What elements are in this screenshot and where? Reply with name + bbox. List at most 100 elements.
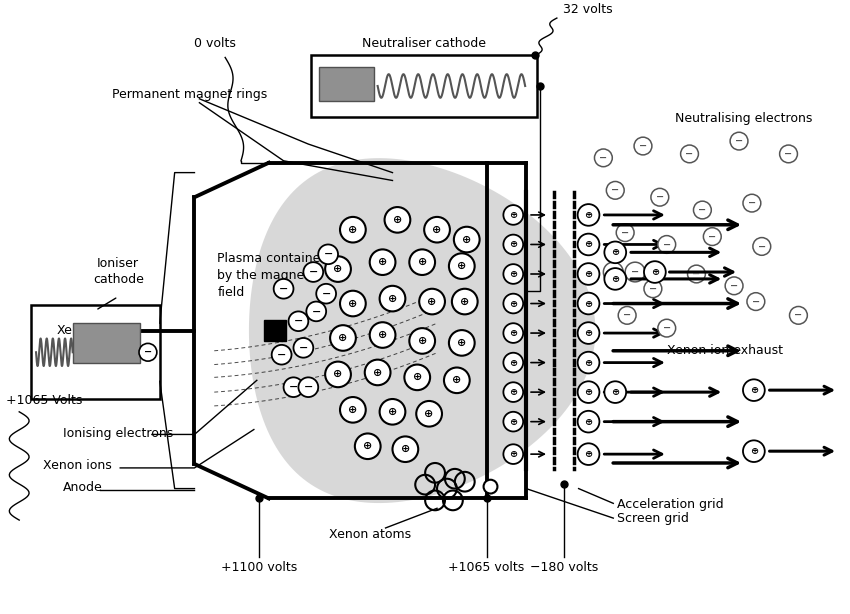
Circle shape	[416, 401, 442, 427]
Text: ⊕: ⊕	[460, 297, 469, 306]
Text: ⊕: ⊕	[428, 297, 437, 306]
Text: ⊕: ⊕	[509, 449, 518, 459]
Circle shape	[503, 235, 524, 254]
Circle shape	[503, 264, 524, 284]
Text: Xenon ion exhaust: Xenon ion exhaust	[666, 344, 783, 357]
Polygon shape	[249, 158, 596, 503]
Text: −: −	[795, 310, 802, 321]
Circle shape	[644, 261, 666, 283]
Circle shape	[618, 306, 636, 324]
Circle shape	[318, 244, 338, 264]
Text: ⊕: ⊕	[585, 328, 592, 338]
Text: −: −	[639, 141, 647, 151]
Circle shape	[578, 293, 599, 314]
Circle shape	[272, 345, 292, 365]
Circle shape	[380, 399, 405, 425]
Text: −: −	[748, 198, 756, 208]
Circle shape	[449, 330, 474, 356]
Text: ⊕: ⊕	[585, 239, 592, 249]
Circle shape	[370, 322, 395, 348]
Circle shape	[658, 236, 676, 254]
Text: Xenon ions: Xenon ions	[43, 459, 111, 472]
Text: −: −	[751, 297, 760, 306]
Text: Ionising electrons: Ionising electrons	[63, 427, 173, 440]
Text: −: −	[757, 241, 766, 252]
Circle shape	[326, 256, 351, 282]
Text: −: −	[294, 316, 303, 326]
Text: ⊕: ⊕	[651, 267, 659, 277]
Text: −: −	[611, 185, 620, 195]
Text: −: −	[655, 192, 664, 202]
Text: −: −	[623, 310, 632, 321]
Text: ⊕: ⊕	[462, 235, 472, 244]
Text: 32 volts: 32 volts	[563, 3, 612, 16]
Circle shape	[444, 368, 470, 393]
Circle shape	[604, 262, 623, 282]
Circle shape	[743, 440, 765, 462]
Text: −: −	[735, 136, 743, 146]
Circle shape	[365, 360, 390, 385]
Text: ⊕: ⊕	[509, 239, 518, 249]
Text: ⊕: ⊕	[611, 274, 620, 284]
Circle shape	[604, 241, 626, 263]
Text: ⊕: ⊕	[611, 387, 620, 397]
Circle shape	[578, 234, 599, 255]
Text: −: −	[279, 284, 288, 293]
Text: ⊕: ⊕	[457, 338, 467, 348]
Text: Screen grid: Screen grid	[617, 511, 689, 524]
Text: ⊕: ⊕	[333, 370, 343, 379]
Bar	[264, 320, 286, 341]
Circle shape	[747, 293, 765, 311]
Text: ⊕: ⊕	[750, 446, 758, 456]
Circle shape	[284, 378, 303, 397]
Text: ⊕: ⊕	[509, 387, 518, 397]
Circle shape	[704, 228, 721, 246]
Text: ⊕: ⊕	[400, 444, 410, 454]
Text: Anode: Anode	[63, 481, 103, 494]
Text: ⊕: ⊕	[338, 333, 348, 343]
Text: −: −	[312, 306, 321, 316]
Text: ⊕: ⊕	[585, 449, 592, 459]
Circle shape	[354, 433, 381, 459]
Text: ⊕: ⊕	[378, 257, 388, 267]
Text: 0 volts: 0 volts	[195, 37, 236, 50]
Text: ⊕: ⊕	[457, 261, 467, 271]
Circle shape	[503, 383, 524, 402]
Text: ⊕: ⊕	[373, 367, 382, 378]
Circle shape	[634, 137, 652, 155]
Circle shape	[330, 325, 356, 351]
Circle shape	[688, 265, 706, 283]
Text: ⊕: ⊕	[585, 298, 592, 308]
Text: ⊕: ⊕	[363, 441, 372, 451]
Circle shape	[503, 445, 524, 464]
Text: ⊕: ⊕	[585, 210, 592, 220]
Text: +1065 Volts: +1065 Volts	[6, 394, 82, 407]
Text: ⊕: ⊕	[509, 269, 518, 279]
Circle shape	[681, 145, 699, 163]
Circle shape	[293, 338, 314, 358]
Bar	[31, 306, 160, 399]
Text: −: −	[309, 267, 318, 277]
Text: −: −	[599, 153, 608, 163]
Text: ⊕: ⊕	[585, 357, 592, 368]
Text: +1065 volts: +1065 volts	[449, 561, 524, 575]
Text: ⊕: ⊕	[412, 372, 422, 383]
Circle shape	[604, 268, 626, 290]
Text: ⊕: ⊕	[509, 357, 518, 368]
Circle shape	[790, 306, 808, 324]
Text: ⊕: ⊕	[509, 298, 518, 308]
Text: −: −	[621, 228, 629, 238]
Text: −: −	[321, 289, 331, 298]
Circle shape	[306, 301, 326, 321]
Text: ⊕: ⊕	[585, 387, 592, 397]
Circle shape	[484, 480, 497, 494]
Text: ⊕: ⊕	[585, 269, 592, 279]
Text: Ioniser
cathode: Ioniser cathode	[93, 257, 144, 286]
Circle shape	[730, 132, 748, 150]
Text: −: −	[649, 284, 657, 293]
Circle shape	[288, 311, 309, 331]
Circle shape	[316, 284, 336, 303]
Text: ⊕: ⊕	[417, 257, 427, 267]
Text: −: −	[699, 205, 706, 215]
Text: ⊕: ⊕	[452, 375, 462, 386]
